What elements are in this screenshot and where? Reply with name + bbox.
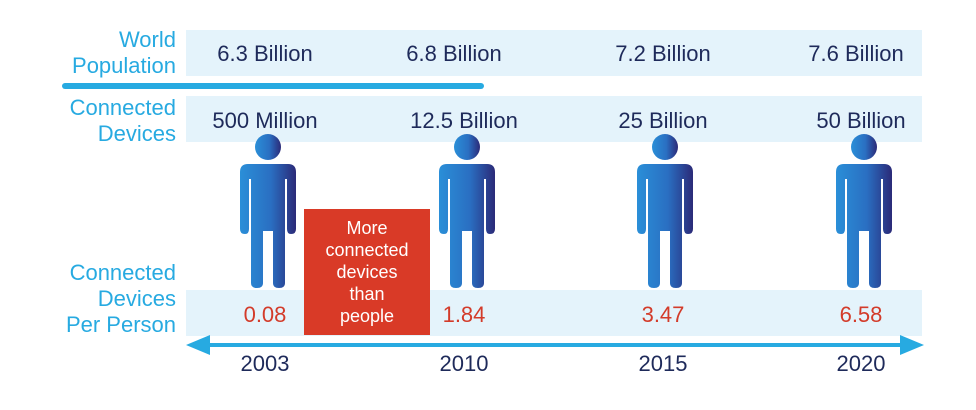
person-icon xyxy=(637,134,693,288)
callout-line: devices xyxy=(336,262,398,282)
devices-2015: 25 Billion xyxy=(618,108,708,133)
devices-per-person-label: Connected Devices Per Person xyxy=(66,260,176,338)
callout-box: More connected devices than people xyxy=(304,209,430,335)
label-line: Population xyxy=(72,53,176,78)
double-arrow-icon xyxy=(186,335,924,355)
label-line: Per Person xyxy=(65,312,176,337)
label-line: World xyxy=(118,27,176,52)
label-line: Devices xyxy=(97,286,176,311)
year-2015: 2015 xyxy=(638,351,688,376)
ratio-2003: 0.08 xyxy=(243,302,287,327)
population-2010: 6.8 Billion xyxy=(406,41,502,66)
devices-2020: 50 Billion xyxy=(816,108,906,133)
callout-line: connected xyxy=(325,240,409,260)
callout-line: people xyxy=(339,306,395,326)
devices-band xyxy=(186,96,922,142)
label-line: Connected xyxy=(69,260,176,285)
label-line: Connected xyxy=(69,95,176,120)
person-icon xyxy=(439,134,495,288)
devices-2010: 12.5 Billion xyxy=(410,108,518,133)
callout-line: More xyxy=(346,218,388,238)
label-line: Devices xyxy=(97,121,176,146)
person-icon xyxy=(836,134,892,288)
connected-devices-label: Connected Devices xyxy=(70,95,176,147)
devices-2003: 500 Million xyxy=(212,108,318,133)
ratio-2020: 6.58 xyxy=(839,302,883,327)
year-2020: 2020 xyxy=(836,351,886,376)
ratio-2015: 3.47 xyxy=(641,302,685,327)
year-2003: 2003 xyxy=(240,351,290,376)
ratio-2010: 1.84 xyxy=(442,302,486,327)
callout-line: than xyxy=(349,284,385,304)
person-icon xyxy=(240,134,296,288)
population-band xyxy=(186,30,922,76)
year-2010: 2010 xyxy=(439,351,489,376)
population-2020: 7.6 Billion xyxy=(808,41,904,66)
population-underline xyxy=(62,83,484,89)
population-2003: 6.3 Billion xyxy=(217,41,313,66)
population-2015: 7.2 Billion xyxy=(615,41,711,66)
world-population-label: World Population xyxy=(72,27,176,79)
